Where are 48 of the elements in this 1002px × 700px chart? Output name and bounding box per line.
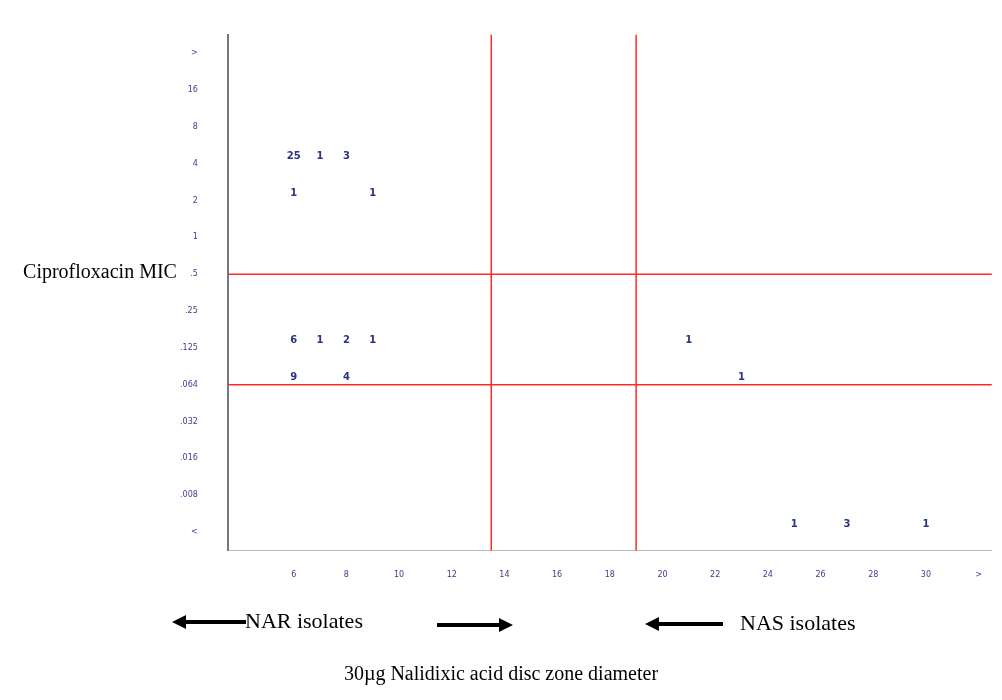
y-tick-label: 16 <box>187 85 198 95</box>
data-label: 4 <box>342 370 350 382</box>
y-tick-label: .125 <box>180 342 198 352</box>
y-axis-title: Ciprofloxacin MIC <box>23 260 177 282</box>
x-tick-label: 6 <box>291 570 297 580</box>
data-label: 1 <box>922 518 930 530</box>
x-tick-label: 30 <box>920 570 932 580</box>
data-label: 25 <box>286 149 301 161</box>
x-tick-label: 16 <box>552 570 563 580</box>
x-tick-label: 20 <box>657 570 668 580</box>
data-label: 1 <box>316 149 324 161</box>
data-label: 1 <box>369 334 377 346</box>
data-label: 1 <box>316 334 324 346</box>
data-label: 1 <box>685 334 693 346</box>
x-tick-label: 28 <box>868 570 879 580</box>
data-label: 2 <box>342 334 350 346</box>
text: NAS isolates <box>740 610 856 636</box>
y-tick-label: < <box>191 527 198 537</box>
y-tick-label: .032 <box>180 416 198 426</box>
y-tick-label: 1 <box>192 232 198 242</box>
x-tick-label: 10 <box>393 570 405 580</box>
x-tick-label: 14 <box>499 570 510 580</box>
y-tick-label: .25 <box>185 306 198 316</box>
y-tick-label: 2 <box>192 195 198 205</box>
y-tick-label: 4 <box>192 158 198 168</box>
data-label: 3 <box>843 518 851 530</box>
x-tick-label: 12 <box>446 570 457 580</box>
x-tick-label: 26 <box>815 570 826 580</box>
y-tick-label: .064 <box>180 379 198 389</box>
x-tick-label: 8 <box>343 570 349 580</box>
x-tick-label: > <box>975 570 982 580</box>
data-label: 6 <box>290 334 298 346</box>
data-label: 1 <box>369 186 377 198</box>
data-label: 3 <box>342 149 350 161</box>
data-label: 1 <box>290 186 298 198</box>
data-label: 1 <box>790 518 798 530</box>
text: NAR isolates <box>245 608 363 634</box>
x-tick-label: 24 <box>762 570 773 580</box>
y-tick-label: .008 <box>180 490 198 500</box>
data-label: 1 <box>738 370 746 382</box>
x-tick-label: 22 <box>710 570 721 580</box>
y-tick-label: .016 <box>180 453 198 463</box>
y-tick-label: > <box>191 48 198 58</box>
x-tick-label: 18 <box>604 570 615 580</box>
x-axis-title: 30µg Nalidixic acid disc zone diameter <box>342 662 660 685</box>
data-label: 9 <box>290 370 298 382</box>
y-tick-label: 8 <box>192 121 198 131</box>
y-tick-label: .5 <box>190 269 198 279</box>
